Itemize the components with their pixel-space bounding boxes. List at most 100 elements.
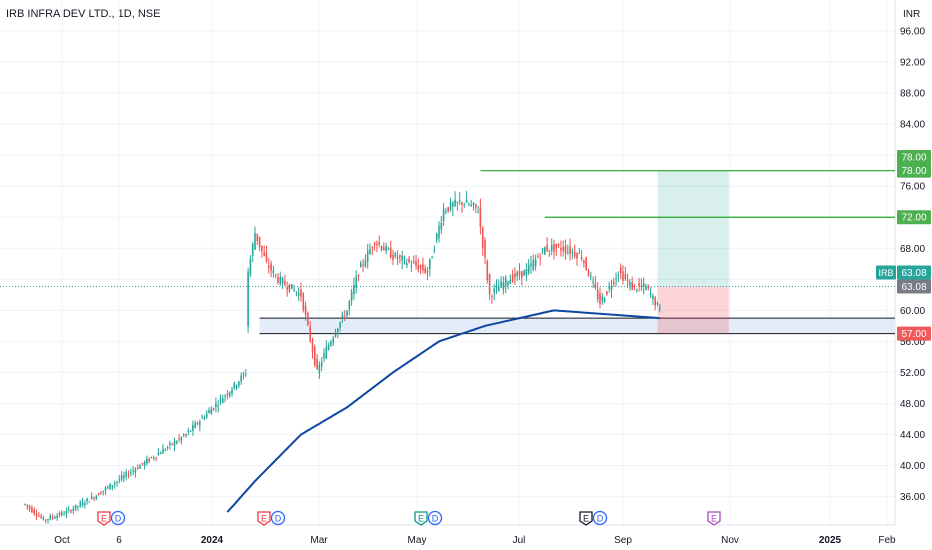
- candle-body: [307, 313, 309, 325]
- candle-body: [350, 291, 353, 301]
- candle-body: [31, 507, 33, 513]
- y-tick-label: 44.00: [900, 430, 925, 441]
- dividend-event-icon[interactable]: [592, 510, 608, 526]
- candle-body: [553, 243, 555, 253]
- candle-body: [178, 438, 180, 440]
- candle-body: [88, 501, 91, 503]
- moving-average-line[interactable]: [226, 309, 660, 513]
- candle-body: [412, 261, 415, 263]
- y-tick-label: 88.00: [900, 89, 925, 100]
- earnings-event-icon[interactable]: [97, 511, 111, 526]
- candle-body: [380, 246, 383, 250]
- candle-body: [265, 253, 268, 262]
- candle-body: [247, 271, 249, 326]
- candle-body: [284, 281, 286, 285]
- dividend-event-icon[interactable]: [110, 510, 126, 526]
- candle-body: [332, 337, 334, 343]
- candle-body: [534, 259, 537, 267]
- candle-body: [652, 295, 654, 299]
- candle-body: [472, 202, 475, 205]
- earnings-event-icon[interactable]: [257, 511, 271, 526]
- candle-body: [578, 253, 581, 255]
- candle-body: [107, 486, 109, 488]
- candle-body: [573, 252, 576, 257]
- x-tick-label: 6: [116, 535, 122, 546]
- candle-body: [399, 255, 401, 258]
- candle-body: [516, 272, 518, 277]
- candle-body: [54, 517, 56, 519]
- candle-body: [166, 446, 169, 448]
- event-letter: E: [711, 514, 717, 524]
- candle-body: [51, 517, 54, 519]
- candle-body: [288, 284, 291, 292]
- candle-body: [254, 233, 256, 250]
- position-target-area[interactable]: [657, 170, 729, 287]
- candle-body: [596, 289, 599, 300]
- candle-body: [26, 504, 29, 507]
- entry-price-badge-label: 63.08: [901, 282, 926, 293]
- candle-body: [550, 245, 553, 251]
- earnings-event-icon[interactable]: [707, 511, 721, 526]
- candle-body: [475, 203, 477, 208]
- candle-body: [274, 274, 277, 276]
- candle-body: [304, 305, 307, 315]
- candle-body: [406, 263, 408, 266]
- candle-body: [171, 443, 173, 445]
- candle-body: [261, 245, 263, 251]
- candle-body: [435, 233, 438, 241]
- candle-body: [557, 244, 560, 246]
- candle-body: [532, 260, 535, 270]
- position-stop-area[interactable]: [657, 286, 729, 334]
- level-badge-57-label: 57.00: [901, 329, 926, 340]
- event-letter: E: [418, 514, 424, 524]
- candle-body: [438, 226, 440, 239]
- candle-body: [320, 362, 323, 367]
- earnings-event-icon[interactable]: [414, 511, 428, 526]
- candle-body: [173, 440, 176, 447]
- candle-body: [619, 267, 622, 274]
- candle-body: [113, 483, 116, 485]
- candle-body: [208, 410, 210, 414]
- candle-body: [130, 472, 132, 474]
- dividend-event-icon[interactable]: [427, 510, 443, 526]
- candle-body: [465, 199, 468, 203]
- x-tick-label: 2025: [819, 535, 842, 546]
- candle-body: [631, 282, 633, 290]
- candle-body: [38, 515, 40, 517]
- candle-body: [348, 301, 351, 310]
- event-letter: D: [432, 514, 439, 524]
- support-zone[interactable]: [259, 318, 896, 334]
- level-badge-72-label: 72.00: [901, 213, 926, 224]
- candle-body: [256, 233, 259, 242]
- candle-body: [63, 514, 65, 516]
- candle-body: [383, 247, 385, 251]
- candle-body: [146, 458, 148, 464]
- candle-body: [203, 418, 206, 420]
- candle-body: [495, 285, 498, 288]
- candle-body: [61, 512, 63, 515]
- candle-body: [376, 244, 378, 246]
- candle-body: [562, 247, 564, 251]
- candle-body: [541, 248, 544, 251]
- dividend-event-icon[interactable]: [270, 510, 286, 526]
- candle-body: [555, 243, 558, 249]
- y-tick-label: 36.00: [900, 492, 925, 503]
- candle-body: [401, 255, 403, 262]
- candle-body: [159, 453, 162, 455]
- y-tick-label: 56.00: [900, 337, 925, 348]
- candle-body: [187, 430, 190, 433]
- candle-body: [205, 413, 208, 418]
- candle-body: [527, 265, 530, 273]
- candle-body: [251, 243, 254, 256]
- target-badge: [897, 150, 931, 164]
- candle-body: [509, 279, 512, 284]
- candle-body: [366, 250, 369, 262]
- candle-body: [357, 274, 360, 277]
- candle-body: [222, 398, 224, 403]
- candle-body: [493, 288, 495, 294]
- candle-body: [33, 509, 35, 514]
- level-badge-72: [897, 210, 931, 225]
- earnings-event-icon[interactable]: [579, 511, 593, 526]
- candle-body: [118, 479, 121, 481]
